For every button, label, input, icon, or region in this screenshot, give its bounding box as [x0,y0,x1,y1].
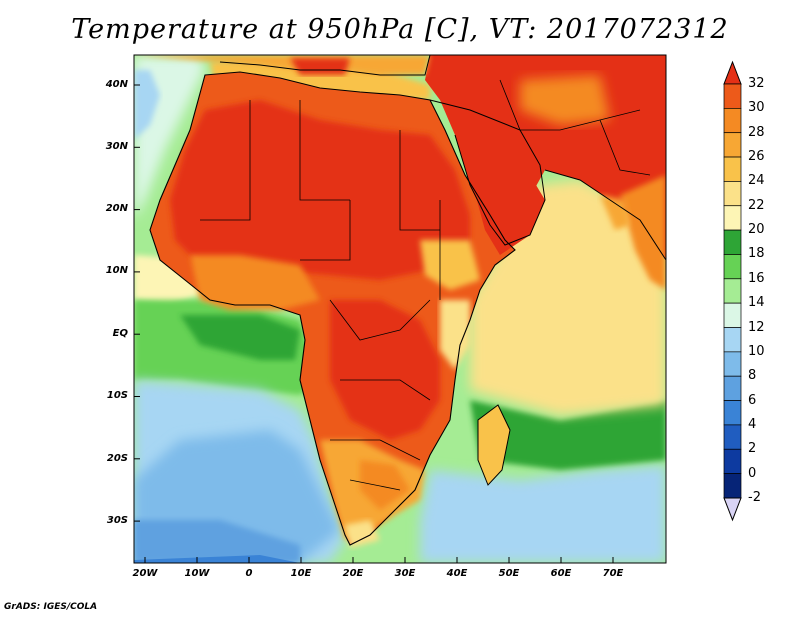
colorbar [723,60,742,522]
lon-label: 20E [342,568,364,579]
colorbar-label: 8 [748,368,757,384]
colorbar-swatch [723,400,742,426]
field-southern-ocean [134,520,300,563]
land-west-africa [190,255,320,310]
lat-label: EQ [112,328,128,339]
colorbar-swatch [723,107,742,134]
colorbar-swatch [723,132,742,158]
colorbar-label: 22 [748,197,765,213]
colorbar-label: 20 [748,222,765,238]
colorbar-label: 28 [748,124,765,140]
lon-label: 70E [602,568,624,579]
land-kalahari [360,460,410,510]
colorbar-swatch [723,156,742,182]
field-indian-south-cool [420,465,666,563]
lat-label: 20N [105,203,128,214]
land-iran-plateau [520,75,610,125]
temperature-field [134,55,666,563]
credit: GrADS: IGES/COLA [4,602,98,612]
lon-label: 10E [290,568,312,579]
land-india [620,175,666,290]
colorbar-label: 18 [748,246,765,262]
field-southern-ocean-cold [134,555,300,563]
colorbar-swatch [723,448,742,474]
field-gulf-guinea-warm [180,315,300,360]
lon-label: 30E [394,568,416,579]
colorbar-label: 0 [748,465,757,481]
coastline-africa [149,71,516,546]
land-arabia [470,175,545,255]
lat-label: 10N [105,265,128,276]
colorbar-swatch [723,351,742,377]
coastline-arabian-sea [544,169,666,261]
lon-ticks [144,557,614,563]
land-europe [134,55,430,75]
colorbar-swatch [723,327,742,353]
colorbar-label: 4 [748,416,757,432]
colorbar-swatch [723,205,742,231]
lat-label: 20S [106,453,128,464]
colorbar-label: 26 [748,149,765,165]
colorbar-label: 10 [748,343,765,359]
lon-label: 40E [446,568,468,579]
colorbar-swatch [723,302,742,328]
colorbar-swatch [723,229,742,255]
lat-label: 10S [106,390,128,401]
colorbar-swatch [723,424,742,450]
lon-label: 60E [550,568,572,579]
lat-label: 30S [106,515,128,526]
field-indian-south-green [470,400,666,470]
colorbar-label: 24 [748,173,765,189]
lat-ticks [134,84,140,522]
coastline-europe [219,55,431,76]
chart-title: Temperature at 950hPa [C], VT: 201707231… [71,14,729,45]
colorbar-swatch [723,375,742,401]
coastline-madagascar [477,404,511,486]
colorbar-label: -2 [748,489,761,505]
land-cape [345,520,380,548]
colorbar-label: 32 [748,76,765,91]
country-borders [200,79,651,491]
land-sahara-core [170,100,470,280]
colorbar-label: 2 [748,441,757,457]
colorbar-swatch [723,254,742,280]
lon-label: 50E [498,568,520,579]
colorbar-label: 14 [748,295,765,311]
lat-label: 40N [105,79,128,90]
coastline-red-sea [429,99,546,246]
field-atlantic-north-cool [134,70,160,140]
colorbar-label: 16 [748,270,765,286]
colorbar-label: 12 [748,319,765,335]
land-italy-balkans [290,58,350,75]
land-central-core [330,300,440,440]
colorbar-cap-bottom [723,497,742,522]
land-india-west [600,195,630,230]
colorbar-label: 6 [748,392,757,408]
colorbar-label: 30 [748,100,765,116]
lon-label: 0 [245,568,253,579]
colorbar-swatch [723,473,742,499]
colorbar-cap-top [723,60,742,85]
lon-label: 20W [132,568,158,579]
lat-label: 30N [105,141,128,152]
lon-label: 10W [184,568,210,579]
colorbar-swatch [723,181,742,207]
land-madagascar [478,405,510,485]
land-ethiopia [420,240,480,290]
colorbar-swatch [723,83,742,109]
plot-frame [133,54,667,564]
land-east-highlands [440,300,470,370]
colorbar-swatch [723,278,742,304]
